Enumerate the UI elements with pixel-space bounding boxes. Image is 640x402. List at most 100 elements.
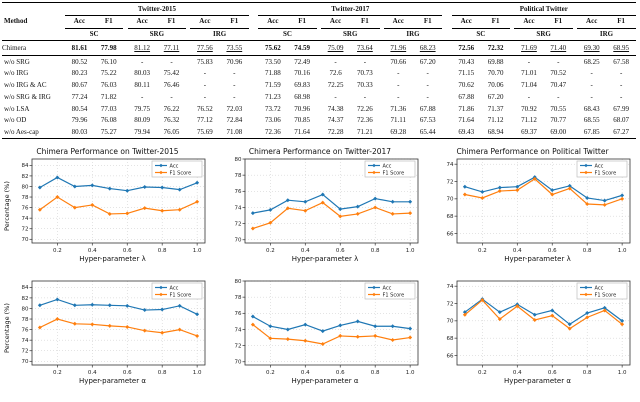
x-axis-label: Hyper-parameter α	[79, 377, 146, 386]
svg-text:0.8: 0.8	[370, 370, 379, 376]
value-cell: 70.96	[294, 104, 311, 113]
spacer-cell	[249, 28, 258, 41]
spacer-cell	[442, 15, 451, 28]
value-cell: 68.94	[480, 126, 511, 140]
x-axis-label: Hyper-parameter λ	[291, 255, 359, 264]
value-cell: 76.03	[100, 81, 117, 89]
spacer-cell	[186, 126, 191, 140]
value-cell: -	[141, 57, 144, 66]
value-cell: 68.98	[294, 92, 311, 101]
method-column-header: Method	[2, 1, 65, 41]
svg-text:72: 72	[22, 349, 29, 355]
svg-text:1.0: 1.0	[405, 370, 414, 376]
spacer-cell	[249, 115, 258, 127]
svg-text:0.2: 0.2	[478, 248, 487, 254]
value-cell: 77.12	[197, 116, 213, 125]
y-axis-label: Percentage (%)	[3, 303, 11, 354]
value-cell: 77.11	[156, 40, 187, 56]
svg-text:0.4: 0.4	[300, 248, 309, 254]
svg-text:0.4: 0.4	[513, 248, 522, 254]
metric-header: F1	[287, 15, 317, 29]
svg-text:Acc: Acc	[595, 164, 604, 170]
svg-text:0.4: 0.4	[513, 370, 522, 376]
value-cell: 71.59	[264, 81, 281, 89]
value-cell: -	[557, 92, 560, 101]
subgroup-header: SRG	[127, 28, 187, 42]
spacer-cell	[249, 56, 258, 68]
value-cell: 74.38	[327, 104, 344, 113]
table-row: Chimera 81.61 77.98 81.12 77.11 77.56 73.55 75.…	[2, 40, 636, 56]
spacer-cell	[379, 126, 384, 140]
value-cell: 72.84	[226, 116, 243, 125]
svg-text:80: 80	[22, 185, 29, 191]
value-cell: 70.16	[294, 69, 311, 78]
svg-text:74: 74	[22, 216, 29, 222]
dataset-header: Political Twitter	[451, 2, 636, 16]
value-cell: 67.85	[577, 126, 607, 140]
svg-text:68: 68	[447, 214, 454, 220]
subgroup-header: IRG	[190, 28, 250, 42]
value-cell: 72.36	[357, 116, 373, 125]
value-cell: 67.20	[487, 92, 504, 101]
spacer-cell	[123, 40, 128, 56]
metric-header: Acc	[577, 15, 607, 29]
svg-text:1.0: 1.0	[618, 248, 627, 254]
value-cell: 70.47	[550, 81, 567, 89]
value-cell: 73.06	[264, 116, 281, 125]
svg-text:74: 74	[447, 284, 454, 290]
svg-text:78: 78	[234, 173, 241, 179]
value-cell: -	[426, 92, 429, 101]
svg-text:68: 68	[447, 336, 454, 342]
value-cell: 75.42	[163, 69, 180, 78]
dataset-header: Twitter-2015	[64, 2, 250, 16]
value-cell: 70.96	[226, 57, 243, 66]
svg-text:76: 76	[22, 206, 29, 212]
value-cell: -	[620, 92, 623, 101]
metric-header: F1	[219, 15, 250, 29]
chart-political-alpha: 66 68 70 72 74 0.2 0.4 0.6 0.8 1.0 Acc F1 Score Hype…	[427, 268, 638, 387]
dataset-header: Twitter-2017	[258, 2, 443, 16]
value-cell: 81.12	[127, 40, 157, 56]
value-cell: 73.55	[219, 40, 250, 56]
value-cell: 69.28	[383, 126, 413, 140]
spacer-cell	[249, 80, 258, 92]
value-cell: 74.37	[327, 116, 344, 125]
svg-text:0.8: 0.8	[583, 248, 592, 254]
value-cell: -	[334, 92, 337, 101]
svg-text:80: 80	[234, 157, 241, 163]
value-cell: 67.27	[606, 126, 636, 140]
spacer-cell	[442, 56, 451, 68]
value-cell: 72.36	[258, 126, 288, 140]
value-cell: 71.82	[100, 92, 117, 101]
svg-text:72: 72	[447, 302, 454, 308]
method-cell: w/o SRG & IRG	[4, 92, 51, 101]
table-row: w/o OD 79.96 76.08 80.09 76.32 77.12 72.84 73.0…	[2, 115, 636, 127]
svg-text:F1 Score: F1 Score	[595, 171, 617, 177]
value-cell: 75.22	[100, 69, 117, 78]
subgroup-header: IRG	[383, 28, 443, 42]
svg-text:72: 72	[447, 180, 454, 186]
value-cell: 65.44	[412, 126, 443, 140]
metric-header: Acc	[320, 15, 351, 29]
svg-text:70: 70	[22, 359, 29, 365]
value-cell: -	[203, 69, 207, 78]
spacer-cell	[186, 40, 191, 56]
metric-header: F1	[350, 15, 380, 29]
value-cell: 80.52	[71, 57, 88, 66]
metric-header: Acc	[190, 15, 220, 29]
svg-text:74: 74	[22, 338, 29, 344]
value-cell: 76.08	[100, 116, 117, 125]
chart-title: Chimera Performance on Twitter-2017	[248, 147, 392, 157]
spacer-cell	[442, 2, 452, 16]
value-cell: 67.20	[419, 57, 436, 66]
chart-title	[2, 268, 213, 279]
svg-text:Acc: Acc	[382, 164, 391, 170]
value-cell: 68.55	[583, 116, 600, 125]
value-cell: 70.77	[550, 116, 567, 125]
metric-header: Acc	[127, 15, 157, 29]
method-cell: w/o IRG	[4, 69, 29, 78]
value-cell: 67.58	[613, 57, 630, 66]
